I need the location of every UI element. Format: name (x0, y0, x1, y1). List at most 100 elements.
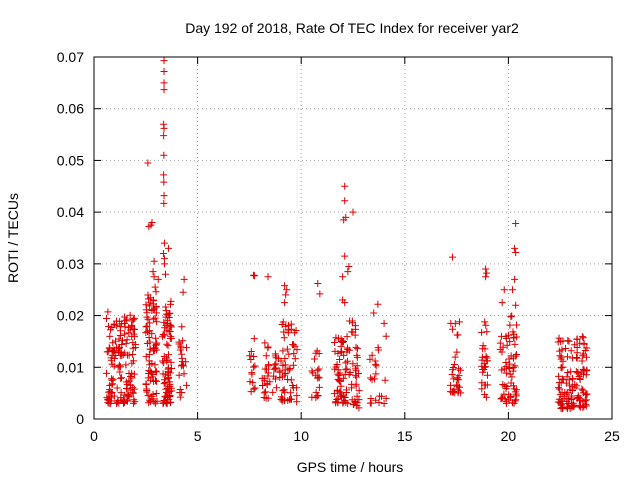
data-point (251, 272, 259, 280)
data-point (168, 364, 176, 372)
data-point (248, 369, 256, 377)
data-point (291, 342, 299, 350)
data-point (148, 360, 156, 367)
data-point (556, 391, 564, 399)
data-point (512, 301, 520, 309)
data-point (151, 283, 159, 291)
data-point (145, 369, 153, 377)
data-point (160, 359, 168, 367)
data-point (280, 334, 288, 342)
data-point (569, 399, 577, 407)
data-point (113, 398, 121, 406)
data-point (500, 286, 508, 294)
data-point (290, 350, 298, 358)
data-point (164, 389, 172, 397)
data-point (162, 303, 170, 311)
data-point (339, 273, 347, 281)
data-point (114, 396, 122, 404)
data-point (579, 352, 587, 360)
data-point (123, 385, 131, 393)
data-point (554, 384, 562, 392)
y-tick-label: 0.06 (57, 101, 84, 117)
data-point (125, 324, 133, 332)
data-point (507, 392, 515, 400)
data-point (125, 378, 133, 386)
data-point (293, 392, 301, 400)
data-point (331, 347, 339, 355)
y-tick-label: 0.04 (57, 204, 84, 220)
data-point (108, 346, 116, 354)
data-point (153, 318, 161, 326)
data-point (247, 356, 255, 364)
data-point (450, 375, 458, 383)
data-point (116, 363, 124, 371)
data-point (507, 313, 515, 321)
data-point (454, 382, 462, 390)
data-point (104, 308, 112, 316)
data-point (565, 337, 573, 345)
data-point (110, 347, 118, 355)
data-point (107, 375, 115, 383)
data-point (281, 282, 289, 290)
data-point (343, 357, 351, 365)
data-point (282, 291, 290, 299)
data-point (457, 389, 465, 397)
data-point (130, 385, 138, 393)
data-point (483, 357, 491, 365)
data-point (250, 385, 258, 393)
data-point (289, 361, 297, 369)
data-point (115, 361, 123, 369)
data-point (513, 321, 521, 329)
data-point (557, 338, 565, 346)
data-point (352, 343, 360, 351)
data-point (262, 394, 270, 402)
data-point (352, 371, 360, 379)
data-point (126, 311, 134, 319)
data-point (512, 352, 520, 360)
data-point (264, 344, 272, 352)
data-point (272, 354, 280, 362)
data-point (117, 348, 125, 356)
data-point (160, 124, 168, 132)
data-point (291, 355, 299, 363)
data-point (150, 273, 158, 281)
data-point (122, 340, 130, 348)
data-point (261, 339, 269, 347)
data-point (163, 340, 171, 348)
data-point (246, 378, 254, 386)
data-point (258, 374, 266, 382)
data-point (370, 309, 378, 317)
data-point (337, 335, 345, 343)
data-point (285, 350, 293, 358)
data-point (352, 373, 360, 381)
data-point (349, 360, 357, 368)
x-tick-label: 0 (90, 428, 98, 444)
data-point (106, 332, 114, 340)
data-point (175, 371, 183, 379)
data-point (160, 171, 168, 179)
data-point (574, 392, 582, 400)
data-point (367, 394, 375, 402)
data-point (315, 365, 323, 373)
data-point (478, 362, 486, 370)
data-point (582, 353, 590, 361)
data-point (129, 339, 137, 347)
data-point (448, 253, 456, 261)
data-point (131, 332, 139, 340)
data-point (563, 397, 571, 405)
data-point (335, 376, 343, 384)
data-point (149, 370, 157, 378)
data-point (339, 338, 347, 346)
data-point (149, 300, 157, 308)
data-point (348, 317, 356, 325)
data-point (333, 360, 341, 368)
data-point (279, 347, 287, 355)
data-point (178, 323, 186, 331)
data-point (576, 374, 584, 382)
data-point (366, 399, 374, 407)
data-point (160, 86, 168, 94)
data-point (284, 329, 292, 337)
data-point (446, 381, 454, 389)
data-point (128, 369, 136, 377)
data-point (344, 268, 352, 276)
